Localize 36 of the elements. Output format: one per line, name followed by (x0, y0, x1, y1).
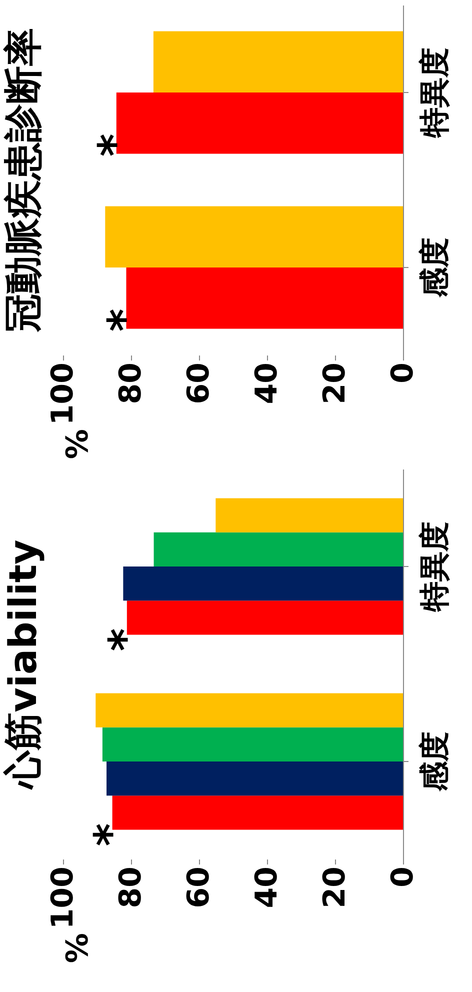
x-tick-label: 80 (114, 866, 148, 908)
y-tick-label: 感度 (418, 238, 452, 298)
y-tick-label: 感度 (418, 732, 452, 792)
bar (102, 727, 403, 762)
bar (216, 498, 403, 532)
x-tick-label: 40 (250, 362, 284, 404)
x-tick-label: 0 (386, 362, 420, 384)
x-tick-label: 80 (114, 362, 148, 404)
bar (126, 268, 403, 329)
y-axis-title: % (60, 933, 96, 964)
bar (126, 600, 403, 635)
bar (123, 566, 403, 601)
bar (106, 762, 403, 796)
y-tick-label: 特異度 (418, 522, 452, 612)
bar (96, 693, 403, 728)
x-tick-label: 0 (386, 866, 420, 888)
x-tick-label: 60 (182, 866, 216, 908)
x-tick-label: 20 (318, 362, 352, 404)
text: 冠動脈疾患診断率 (1, 28, 45, 333)
x-tick-label: 100 (46, 362, 80, 426)
bar (153, 31, 403, 92)
text: 心筋viability (1, 539, 45, 790)
x-tick-label: 60 (182, 362, 216, 404)
bar (112, 796, 403, 830)
annotation: * (100, 628, 151, 652)
bar (105, 206, 403, 268)
y-tick-label: 特異度 (418, 48, 452, 138)
x-tick-label: 40 (250, 866, 284, 908)
annotation: * (89, 134, 140, 157)
x-tick-label: 100 (46, 866, 80, 930)
annotation: * (99, 308, 150, 332)
bar (116, 92, 403, 154)
x-tick-label: 20 (318, 866, 352, 908)
bar (154, 532, 403, 566)
annotation: * (85, 823, 136, 846)
y-axis-title: % (60, 429, 96, 460)
